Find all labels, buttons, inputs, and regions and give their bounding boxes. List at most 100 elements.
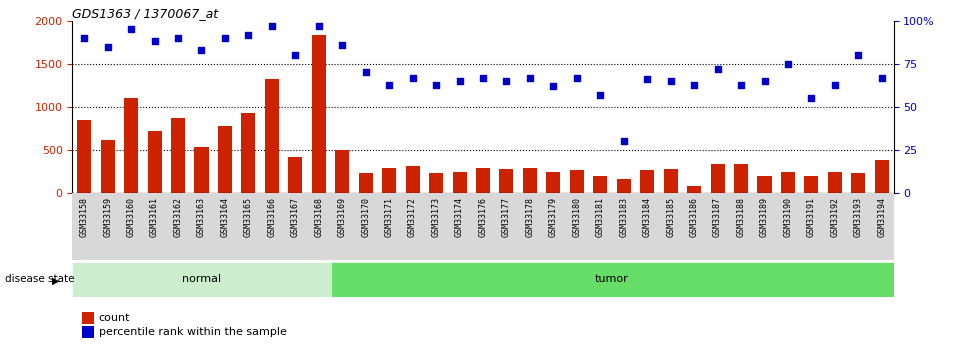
Text: ▶: ▶: [52, 276, 60, 286]
Point: [498, 78, 514, 84]
Point: [452, 78, 468, 84]
Text: GSM33159: GSM33159: [103, 197, 112, 237]
Text: GSM33186: GSM33186: [690, 197, 698, 237]
Point: [781, 61, 796, 67]
Bar: [124, 98, 138, 193]
Bar: [265, 79, 279, 193]
Bar: [242, 113, 255, 193]
Text: GSM33163: GSM33163: [197, 197, 206, 237]
Bar: [77, 120, 91, 193]
Point: [616, 139, 632, 144]
Point: [546, 83, 561, 89]
Text: GSM33184: GSM33184: [642, 197, 652, 237]
Bar: [547, 171, 560, 193]
Bar: [664, 169, 678, 193]
Point: [241, 32, 256, 37]
Text: GSM33170: GSM33170: [361, 197, 370, 237]
Bar: [406, 167, 419, 193]
Point: [170, 35, 185, 41]
Text: GSM33191: GSM33191: [807, 197, 816, 237]
Text: GSM33162: GSM33162: [174, 197, 183, 237]
Point: [217, 35, 233, 41]
Point: [639, 77, 655, 82]
Bar: [687, 186, 701, 193]
Text: GSM33169: GSM33169: [338, 197, 347, 237]
Point: [405, 75, 420, 80]
Text: GSM33160: GSM33160: [127, 197, 135, 237]
Bar: [476, 168, 490, 193]
Bar: [851, 173, 866, 193]
Bar: [828, 171, 842, 193]
Text: GSM33185: GSM33185: [667, 197, 675, 237]
Bar: [383, 168, 396, 193]
Text: GSM33179: GSM33179: [549, 197, 558, 237]
Text: GSM33189: GSM33189: [760, 197, 769, 237]
Text: GSM33176: GSM33176: [478, 197, 488, 237]
Text: GDS1363 / 1370067_at: GDS1363 / 1370067_at: [72, 7, 218, 20]
Point: [523, 75, 538, 80]
Text: tumor: tumor: [595, 275, 629, 284]
Point: [264, 23, 279, 29]
Point: [99, 44, 115, 49]
Point: [874, 75, 890, 80]
Text: GSM33174: GSM33174: [455, 197, 464, 237]
Text: GSM33190: GSM33190: [783, 197, 792, 237]
Point: [569, 75, 584, 80]
Text: count: count: [99, 314, 130, 323]
Point: [710, 66, 725, 72]
Text: GSM33164: GSM33164: [220, 197, 230, 237]
Point: [592, 92, 608, 98]
Point: [827, 82, 842, 87]
Text: GSM33161: GSM33161: [150, 197, 159, 237]
Text: GSM33173: GSM33173: [432, 197, 440, 237]
Bar: [452, 171, 467, 193]
Text: GSM33165: GSM33165: [243, 197, 253, 237]
Text: GSM33194: GSM33194: [877, 197, 887, 237]
Bar: [616, 179, 631, 193]
Text: GSM33178: GSM33178: [526, 197, 534, 237]
Point: [428, 82, 443, 87]
Text: percentile rank within the sample: percentile rank within the sample: [99, 327, 286, 337]
Text: GSM33183: GSM33183: [619, 197, 628, 237]
Text: GSM33188: GSM33188: [736, 197, 746, 237]
Point: [76, 35, 92, 41]
Bar: [781, 171, 795, 193]
Point: [124, 27, 139, 32]
Point: [194, 47, 210, 53]
Bar: [72, 262, 330, 297]
Bar: [171, 118, 185, 193]
Point: [147, 39, 162, 44]
Point: [756, 78, 772, 84]
Bar: [358, 173, 373, 193]
Bar: [429, 172, 443, 193]
Bar: [218, 126, 232, 193]
Point: [358, 70, 374, 75]
Text: GSM33181: GSM33181: [596, 197, 605, 237]
Bar: [148, 131, 161, 193]
Point: [311, 23, 327, 29]
Point: [475, 75, 491, 80]
Point: [663, 78, 678, 84]
Bar: [330, 262, 894, 297]
Text: GSM33158: GSM33158: [79, 197, 89, 237]
Bar: [734, 164, 748, 193]
Text: GSM33192: GSM33192: [831, 197, 839, 237]
Bar: [100, 140, 115, 193]
Bar: [805, 176, 818, 193]
Bar: [523, 168, 537, 193]
Text: disease state: disease state: [5, 275, 74, 284]
Text: GSM33172: GSM33172: [408, 197, 417, 237]
Text: GSM33167: GSM33167: [291, 197, 299, 237]
Point: [288, 52, 303, 58]
Point: [382, 82, 397, 87]
Point: [804, 96, 819, 101]
Bar: [593, 176, 608, 193]
Text: GSM33168: GSM33168: [314, 197, 324, 237]
Bar: [757, 176, 772, 193]
Text: GSM33166: GSM33166: [268, 197, 276, 237]
Bar: [288, 157, 302, 193]
Bar: [711, 164, 724, 193]
Point: [687, 82, 702, 87]
Bar: [640, 170, 654, 193]
Text: GSM33193: GSM33193: [854, 197, 863, 237]
